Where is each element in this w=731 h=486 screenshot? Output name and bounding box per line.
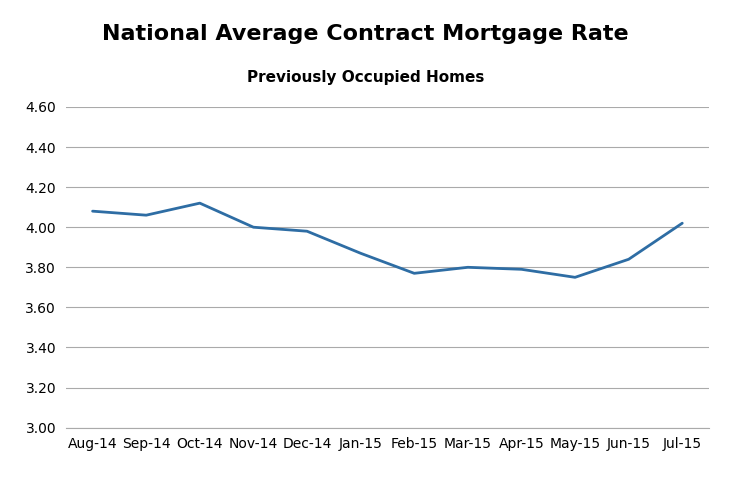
Text: Previously Occupied Homes: Previously Occupied Homes (247, 70, 484, 85)
Text: National Average Contract Mortgage Rate: National Average Contract Mortgage Rate (102, 24, 629, 44)
